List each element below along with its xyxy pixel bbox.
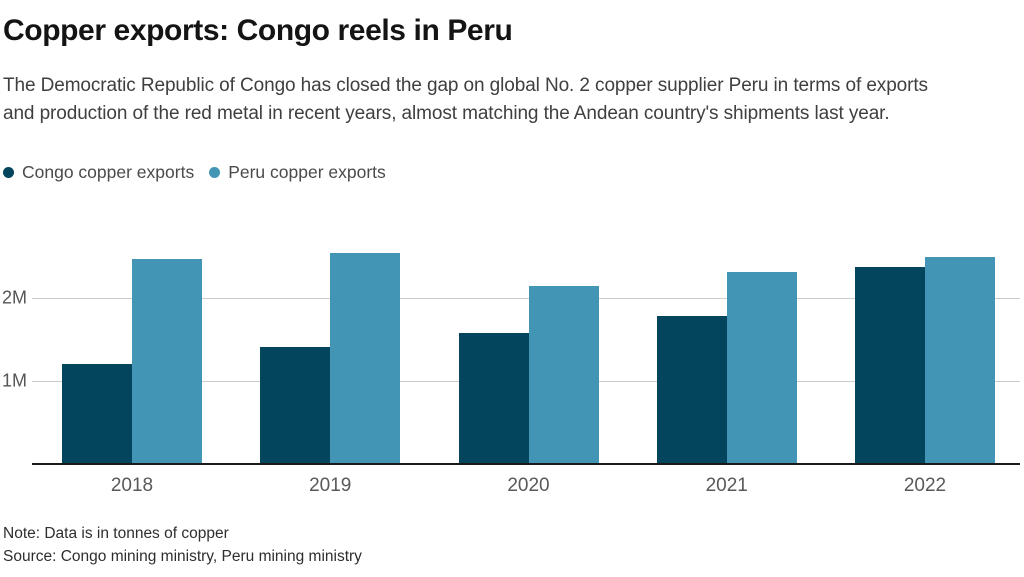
subtitle-line-1: The Democratic Republic of Congo has clo… [3,75,928,96]
bar-congo-2021 [656,316,727,464]
chart-note: Note: Data is in tonnes of copper [3,525,229,542]
x-axis-tick-2020: 2020 [507,475,550,496]
bar-congo-2022 [855,267,925,464]
x-axis-tick-2021: 2021 [705,475,748,496]
bar-peru-2020 [528,285,599,464]
legend-dot-congo-icon [3,167,14,178]
x-axis-tick-2018: 2018 [110,475,154,496]
y-axis-tick-2M: 2M [2,287,28,308]
legend-item-peru: Peru copper exports [209,162,386,183]
x-axis-tick-2019: 2019 [309,475,352,496]
legend-dot-peru-icon [209,167,221,178]
x-axis-tick-2022: 2022 [903,475,947,496]
bar-peru-2022 [925,257,995,464]
chart-subtitle: The Democratic Republic of Congo has clo… [3,72,928,128]
y-axis-tick-1M: 1M [2,370,28,391]
bar-peru-2021 [726,272,797,464]
legend-item-congo: Congo copper exports [3,162,194,183]
legend-label-congo: Congo copper exports [22,162,195,182]
legend-label-peru: Peru copper exports [228,162,386,182]
subtitle-line-2: and production of the red metal in recen… [3,103,890,124]
bar-congo-2019 [260,346,331,464]
gridline-2M [32,298,1020,299]
bar-congo-2020 [458,332,529,464]
x-axis-line [32,462,1020,465]
page-title: Copper exports: Congo reels in Peru [3,14,513,47]
bar-congo-2018 [62,363,132,464]
bar-peru-2019 [330,253,401,464]
bar-chart: 1M 2M 2018 2019 2020 2021 2022 [0,210,1024,510]
chart-legend: Congo copper exports Peru copper exports [3,162,386,183]
bar-peru-2018 [132,258,202,464]
chart-source: Source: Congo mining ministry, Peru mini… [3,548,362,565]
